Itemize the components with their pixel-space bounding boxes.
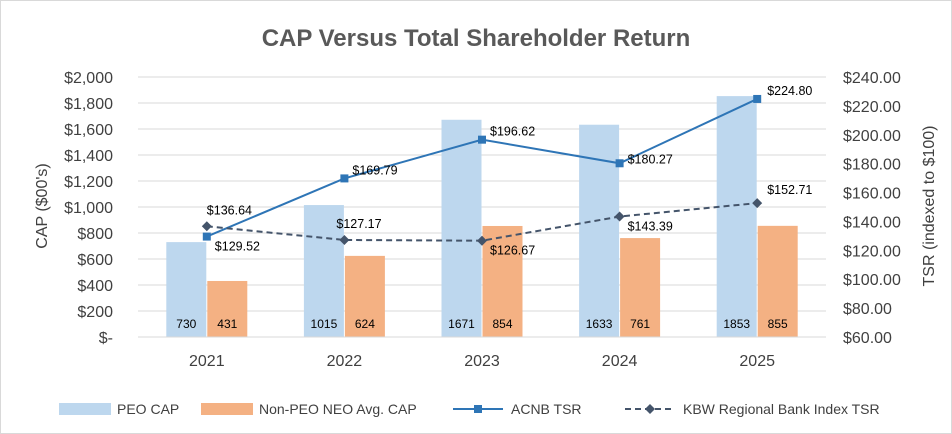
bar-neo-avg-cap <box>344 255 385 337</box>
marker-diamond <box>752 198 763 209</box>
bar-value-label: 855 <box>768 317 788 331</box>
bar-value-label: 624 <box>355 317 375 331</box>
y-axis-left-title: CAP ($00's) <box>34 163 51 248</box>
x-tick-label: 2022 <box>327 353 363 370</box>
data-labels: 730 1015 1671 1633 1853 431 624 854 761 855 $129.5… <box>176 84 812 331</box>
marker-square <box>753 94 762 103</box>
y-right-tick-label: $180.00 <box>843 157 901 174</box>
line-value-label: $224.80 <box>767 84 812 98</box>
bar-neo-avg-cap <box>620 238 661 337</box>
legend-label: Non-PEO NEO Avg. CAP <box>259 401 417 417</box>
bar-peo-cap <box>441 119 482 338</box>
lines <box>201 94 763 246</box>
y-left-tick-label: $1,000 <box>64 200 113 217</box>
y-left-tick-label: $200 <box>77 304 113 321</box>
bar-neo-avg-cap <box>482 225 523 337</box>
bar-value-label: 854 <box>492 317 512 331</box>
marker-square <box>615 159 624 168</box>
line-value-label: $143.39 <box>628 220 673 234</box>
bar-peo-cap <box>716 96 757 337</box>
line-value-label: $196.62 <box>490 125 535 139</box>
legend-marker-square <box>474 405 482 413</box>
bar-value-label: 1633 <box>586 317 613 331</box>
y-right-tick-label: $140.00 <box>843 214 901 231</box>
y-right-tick-label: $220.00 <box>843 99 901 116</box>
axes: $- $200 $400 $600 $800 $1,000 $1,200 $1,400 $1,6… <box>64 70 901 370</box>
line-value-label: $136.64 <box>207 203 252 217</box>
marker-diamond <box>614 211 625 222</box>
y-right-tick-label: $200.00 <box>843 128 901 145</box>
chart-title: CAP Versus Total Shareholder Return <box>262 25 691 52</box>
line-value-label: $127.17 <box>336 217 381 231</box>
legend-label: PEO CAP <box>117 401 179 417</box>
bar-value-label: 1671 <box>448 317 475 331</box>
marker-diamond <box>201 221 212 232</box>
line-kbw-index-tsr <box>206 202 758 242</box>
y-left-tick-label: $1,800 <box>64 96 113 113</box>
y-right-tick-label: $60.00 <box>843 330 892 347</box>
y-left-tick-label: $600 <box>77 252 113 269</box>
x-tick-label: 2024 <box>602 353 638 370</box>
marker-diamond <box>339 234 350 245</box>
legend: PEO CAP Non-PEO NEO Avg. CAP ACNB TSR KBW R… <box>59 401 880 417</box>
legend-marker-diamond <box>645 404 655 414</box>
bar-neo-avg-cap <box>757 225 798 337</box>
x-tick-label: 2025 <box>739 353 775 370</box>
bar-value-label: 431 <box>217 317 237 331</box>
y-axis-right-title: TSR (indexed to $100) <box>921 126 938 287</box>
line-value-label: $152.71 <box>767 183 812 197</box>
x-tick-label: 2021 <box>189 353 225 370</box>
x-tick-label: 2023 <box>464 353 500 370</box>
y-right-tick-label: $160.00 <box>843 186 901 203</box>
line-value-label: $180.27 <box>628 152 673 166</box>
line-value-label: $169.79 <box>352 163 397 177</box>
line-acnb-tsr <box>206 98 758 238</box>
line-value-label: $126.67 <box>490 244 535 258</box>
y-right-tick-label: $240.00 <box>843 70 901 87</box>
legend-label: ACNB TSR <box>511 401 582 417</box>
marker-diamond <box>477 235 487 246</box>
y-left-tick-label: $2,000 <box>64 70 113 87</box>
marker-square <box>478 135 486 144</box>
bar-value-label: 761 <box>630 317 650 331</box>
y-left-tick-label: $1,200 <box>64 174 113 191</box>
line-value-label: $129.52 <box>215 240 260 254</box>
bars <box>166 96 798 338</box>
y-left-tick-label: $800 <box>77 226 113 243</box>
bar-value-label: 1015 <box>311 317 338 331</box>
bar-value-label: 1853 <box>723 317 750 331</box>
y-left-tick-label: $- <box>99 330 113 347</box>
gridlines <box>138 76 826 312</box>
y-left-tick-label: $1,400 <box>64 148 113 165</box>
legend-label: KBW Regional Bank Index TSR <box>683 401 880 417</box>
bar-peo-cap <box>166 242 207 337</box>
y-right-tick-label: $80.00 <box>843 301 892 318</box>
y-right-tick-label: $120.00 <box>843 243 901 260</box>
legend-swatch <box>59 403 111 415</box>
legend-swatch <box>201 403 253 415</box>
marker-square <box>202 232 211 241</box>
bar-value-label: 730 <box>176 317 196 331</box>
bar-neo-avg-cap <box>207 280 248 337</box>
y-left-tick-label: $1,600 <box>64 122 113 139</box>
y-right-tick-label: $100.00 <box>843 272 901 289</box>
bar-peo-cap <box>303 205 344 337</box>
y-left-tick-label: $400 <box>77 278 113 295</box>
marker-square <box>340 174 349 183</box>
